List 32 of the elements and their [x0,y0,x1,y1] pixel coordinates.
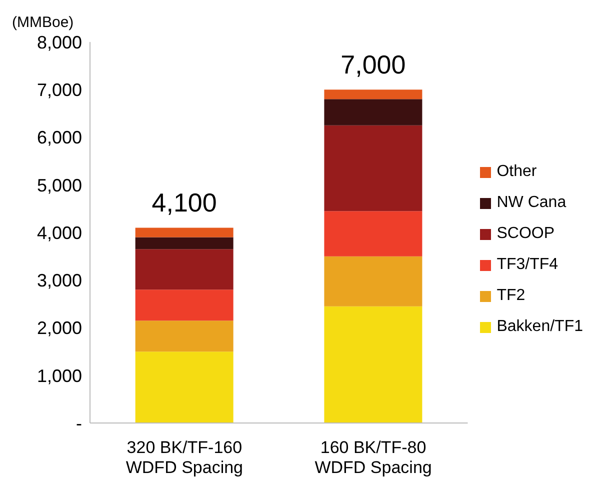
bar [135,249,234,290]
bar [135,228,234,238]
legend-label: Bakken/TF1 [496,318,583,336]
y-tick-label: - [76,413,82,434]
bar [135,352,234,423]
bar [324,256,422,306]
bar [324,306,422,423]
x-tick-label: 160 BK/TF-80 WDFD Spacing [314,438,432,477]
y-tick-label: 3,000 [36,270,82,291]
total-label: 4,100 [152,188,217,218]
y-tick-label: 4,000 [36,222,82,243]
bar [324,90,422,100]
x-tick-label: 320 BK/TF-160 WDFD Spacing [126,438,244,477]
legend-label: SCOOP [496,225,555,243]
legend-label: TF3/TF4 [496,256,558,274]
legend-label: Other [496,163,537,181]
total-label: 7,000 [340,50,406,80]
y-tick-label: 5,000 [36,175,82,196]
bar [324,211,422,256]
legend-label: NW Cana [496,194,566,212]
bar [135,237,234,250]
bar [324,125,422,212]
bar [135,290,234,321]
y-tick-label: 6,000 [36,128,82,148]
y-tick-label: 1,000 [36,366,82,386]
y-tick-label: 7,000 [36,80,82,100]
y-tick-label: 8,000 [36,32,82,52]
bar [324,99,422,126]
legend-label: TF2 [496,287,526,305]
bar [135,320,234,352]
y-axis-title: (MMBoe) [12,14,74,31]
y-tick-label: 2,000 [36,318,82,338]
